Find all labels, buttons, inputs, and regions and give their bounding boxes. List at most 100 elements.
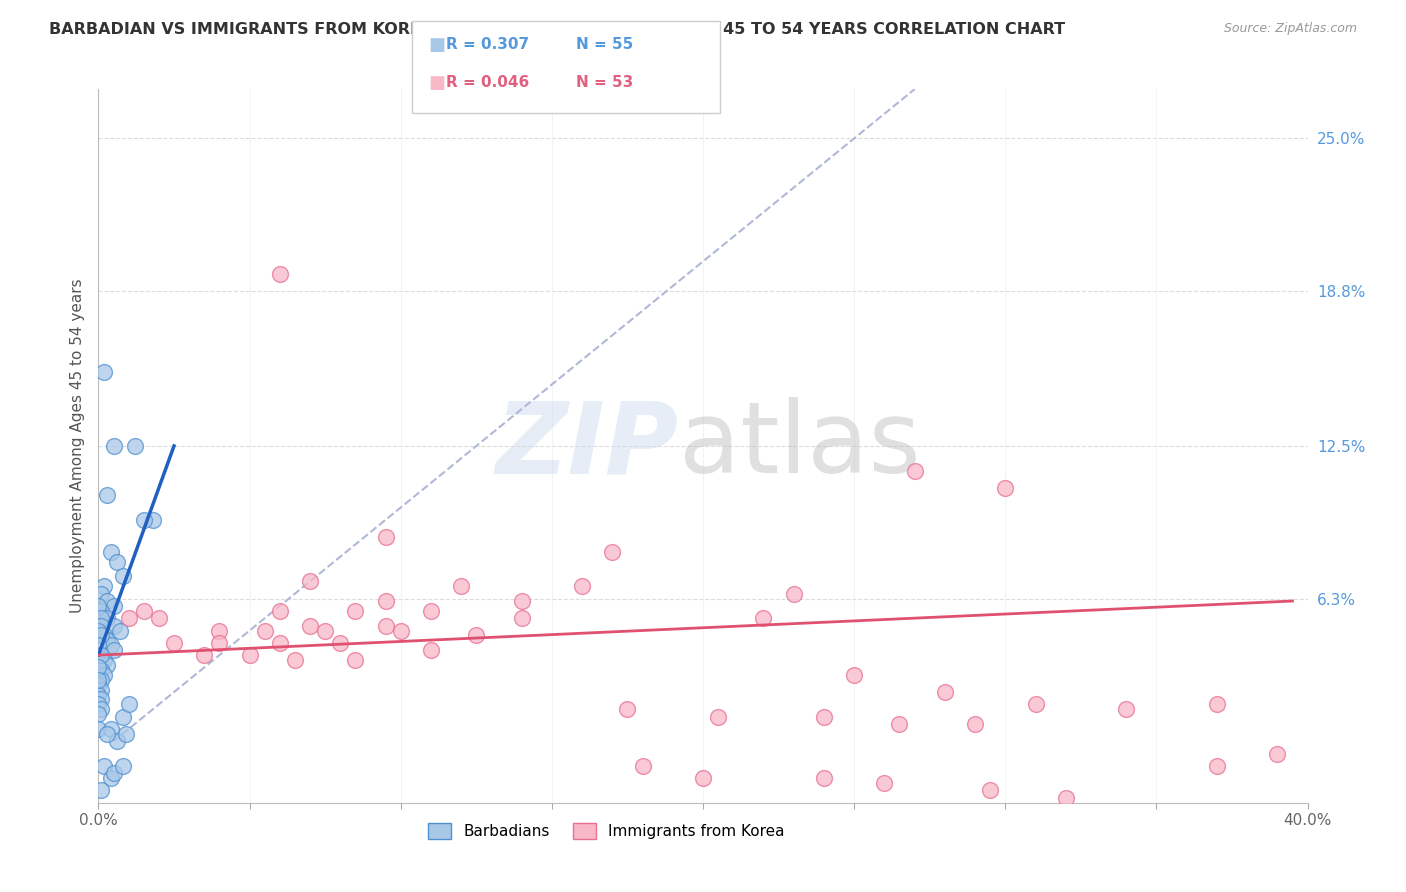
Point bbox=[1054, 790, 1077, 805]
Point bbox=[87, 624, 110, 638]
Point bbox=[103, 643, 125, 657]
Point bbox=[105, 555, 128, 569]
Text: ZIP: ZIP bbox=[496, 398, 679, 494]
Point bbox=[1024, 698, 1046, 712]
Point bbox=[1115, 702, 1137, 716]
Point bbox=[114, 727, 136, 741]
Point bbox=[93, 668, 115, 682]
Point bbox=[90, 648, 112, 662]
Point bbox=[1206, 698, 1229, 712]
Point bbox=[103, 599, 125, 613]
Point bbox=[87, 599, 110, 613]
Text: Source: ZipAtlas.com: Source: ZipAtlas.com bbox=[1223, 22, 1357, 36]
Point bbox=[96, 611, 118, 625]
Point bbox=[571, 579, 593, 593]
Point bbox=[90, 673, 112, 687]
Point bbox=[692, 771, 714, 785]
Point bbox=[510, 611, 533, 625]
Point bbox=[510, 594, 533, 608]
Point bbox=[450, 579, 472, 593]
Point bbox=[1267, 747, 1289, 761]
Point bbox=[299, 618, 322, 632]
Point bbox=[420, 604, 443, 618]
Point bbox=[873, 776, 896, 790]
Point bbox=[96, 658, 118, 673]
Point bbox=[208, 624, 231, 638]
Point bbox=[813, 771, 835, 785]
Point bbox=[314, 624, 336, 638]
Point bbox=[90, 587, 112, 601]
Point bbox=[100, 722, 122, 736]
Point bbox=[269, 604, 291, 618]
Point bbox=[103, 618, 125, 632]
Point bbox=[934, 685, 956, 699]
Point bbox=[93, 628, 115, 642]
Point bbox=[96, 727, 118, 741]
Point bbox=[269, 267, 291, 281]
Point bbox=[90, 663, 112, 677]
Point bbox=[90, 702, 112, 716]
Point bbox=[465, 628, 488, 642]
Point bbox=[783, 587, 806, 601]
Text: R = 0.307: R = 0.307 bbox=[446, 37, 529, 52]
Point bbox=[87, 698, 110, 712]
Point bbox=[284, 653, 307, 667]
Point bbox=[96, 594, 118, 608]
Point bbox=[904, 464, 927, 478]
Point bbox=[87, 638, 110, 652]
Point bbox=[90, 648, 112, 662]
Point bbox=[889, 717, 911, 731]
Point bbox=[163, 636, 186, 650]
Point bbox=[87, 707, 110, 722]
Point bbox=[105, 734, 128, 748]
Point bbox=[208, 636, 231, 650]
Point bbox=[616, 702, 638, 716]
Point bbox=[813, 709, 835, 723]
Point bbox=[87, 722, 110, 736]
Point bbox=[844, 668, 866, 682]
Point bbox=[108, 624, 131, 638]
Point bbox=[100, 638, 122, 652]
Point bbox=[103, 766, 125, 780]
Point bbox=[90, 604, 112, 618]
Point bbox=[132, 604, 155, 618]
Point bbox=[374, 594, 396, 608]
Point bbox=[90, 628, 112, 642]
Text: ■: ■ bbox=[429, 36, 446, 54]
Point bbox=[389, 624, 412, 638]
Point bbox=[420, 643, 443, 657]
Point bbox=[118, 611, 141, 625]
Text: atlas: atlas bbox=[679, 398, 921, 494]
Point bbox=[96, 488, 118, 502]
Point bbox=[979, 783, 1001, 797]
Point bbox=[93, 579, 115, 593]
Point bbox=[374, 618, 396, 632]
Point bbox=[374, 530, 396, 544]
Point bbox=[90, 692, 112, 706]
Point bbox=[142, 513, 165, 527]
Point bbox=[707, 709, 730, 723]
Point bbox=[132, 513, 155, 527]
Point bbox=[93, 653, 115, 667]
Point bbox=[87, 673, 110, 687]
Point bbox=[631, 759, 654, 773]
Legend: Barbadians, Immigrants from Korea: Barbadians, Immigrants from Korea bbox=[422, 817, 790, 845]
Point bbox=[1206, 759, 1229, 773]
Point bbox=[965, 717, 987, 731]
Point bbox=[253, 624, 276, 638]
Point bbox=[100, 545, 122, 559]
Text: R = 0.046: R = 0.046 bbox=[446, 76, 529, 90]
Point bbox=[111, 569, 134, 583]
Point bbox=[118, 698, 141, 712]
Point bbox=[103, 439, 125, 453]
Point bbox=[111, 759, 134, 773]
Text: N = 55: N = 55 bbox=[576, 37, 634, 52]
Point bbox=[100, 771, 122, 785]
Point bbox=[111, 709, 134, 723]
Point bbox=[87, 678, 110, 692]
Point bbox=[344, 604, 367, 618]
Text: N = 53: N = 53 bbox=[576, 76, 634, 90]
Point bbox=[124, 439, 146, 453]
Point bbox=[269, 636, 291, 650]
Point bbox=[90, 783, 112, 797]
